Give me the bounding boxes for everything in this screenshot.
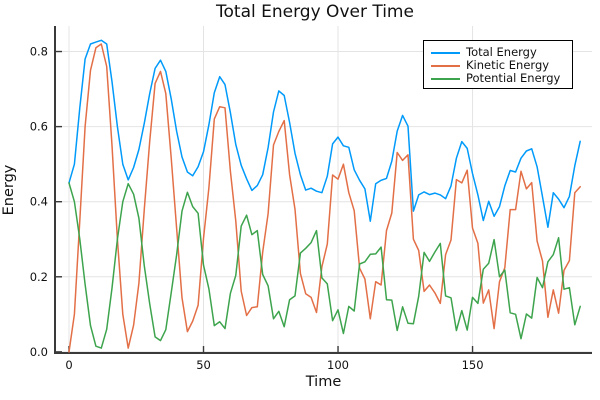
chart-title: Total Energy Over Time — [216, 2, 414, 22]
y-tick-label: 0.2 — [30, 270, 48, 284]
legend-item-potential-energy: Potential Energy — [431, 72, 568, 85]
y-tick-label: 0.6 — [30, 120, 48, 134]
y-axis-label: Energy — [1, 164, 17, 216]
x-tick-label: 0 — [65, 358, 72, 372]
kinetic-energy-line — [68, 43, 581, 353]
kinetic-energy-line-sample — [431, 64, 460, 67]
legend-item-kinetic-energy: Kinetic Energy — [431, 59, 568, 72]
legend-label-kinetic-energy: Kinetic Energy — [466, 58, 550, 72]
x-tick-label: 50 — [196, 358, 211, 372]
legend-item-total-energy: Total Energy — [431, 46, 568, 59]
axis-ticks — [55, 50, 474, 353]
legend-label-potential-energy: Potential Energy — [466, 71, 561, 85]
x-tick-label: 100 — [327, 358, 349, 372]
series-lines — [68, 39, 581, 353]
potential-energy-line — [68, 182, 581, 349]
x-tick-label: 150 — [462, 358, 484, 372]
total-energy-line — [68, 39, 581, 228]
legend-label-total-energy: Total Energy — [466, 45, 537, 59]
x-axis-label: Time — [305, 374, 342, 390]
potential-energy-line-sample — [431, 77, 460, 80]
spines — [54, 26, 592, 354]
y-tick-label: 0.4 — [30, 195, 48, 209]
tick-labels: 0 50 100 150 0.0 0.2 0.4 0.6 0.8 — [30, 45, 484, 372]
y-tick-label: 0.8 — [30, 45, 48, 59]
total-energy-line-sample — [431, 51, 460, 54]
legend: Total Energy Kinetic Energy Potential En… — [423, 40, 573, 89]
y-tick-label: 0.0 — [30, 345, 48, 359]
